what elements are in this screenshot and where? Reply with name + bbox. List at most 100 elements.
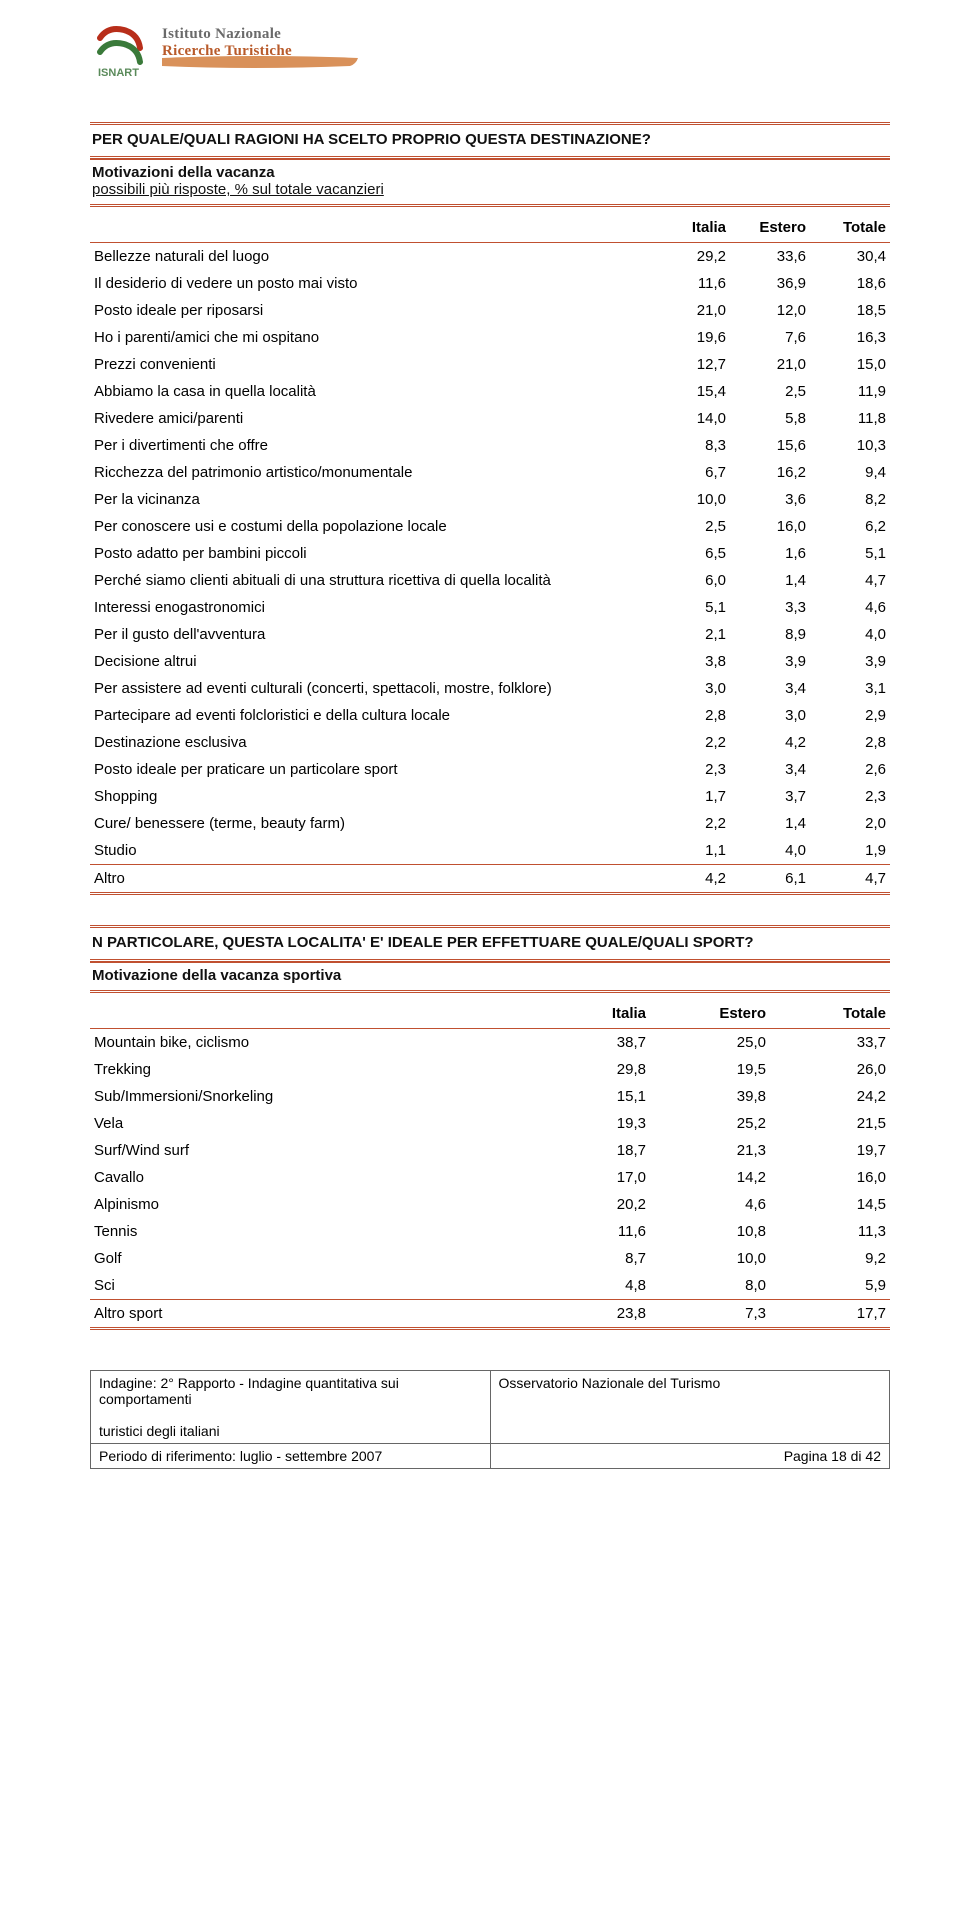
row-label: Perché siamo clienti abituali di una str… (90, 567, 650, 594)
row-value: 10,0 (650, 486, 730, 513)
row-value: 3,9 (810, 648, 890, 675)
row-value: 5,1 (810, 540, 890, 567)
row-value: 17,0 (530, 1164, 650, 1191)
row-label: Shopping (90, 783, 650, 810)
row-value: 3,1 (810, 675, 890, 702)
table1-subtitle-bold: Motivazioni della vacanza (92, 164, 275, 181)
row-value: 25,0 (650, 1029, 770, 1057)
table-row: Interessi enogastronomici5,13,34,6 (90, 594, 890, 621)
table-row: Sci4,88,05,9 (90, 1272, 890, 1300)
row-value: 2,5 (650, 513, 730, 540)
row-value: 29,2 (650, 243, 730, 271)
row-value: 2,3 (810, 783, 890, 810)
row-value: 1,9 (810, 837, 890, 865)
row-value: 3,6 (730, 486, 810, 513)
logo-block: ISNART Istituto Nazionale Ricerche Turis… (90, 20, 890, 82)
row-value: 23,8 (530, 1300, 650, 1329)
row-value: 1,4 (730, 810, 810, 837)
row-value: 9,2 (770, 1245, 890, 1272)
table-row: Ricchezza del patrimonio artistico/monum… (90, 459, 890, 486)
row-value: 4,6 (650, 1191, 770, 1218)
footer-pagina: Pagina 18 di 42 (490, 1444, 890, 1468)
table-row: Prezzi convenienti12,721,015,0 (90, 351, 890, 378)
row-value: 16,3 (810, 324, 890, 351)
row-label: Altro (90, 865, 650, 894)
row-value: 8,2 (810, 486, 890, 513)
row-value: 19,7 (770, 1137, 890, 1164)
row-value: 15,4 (650, 378, 730, 405)
row-value: 33,6 (730, 243, 810, 271)
table2-col-italia: Italia (530, 999, 650, 1029)
row-label: Ho i parenti/amici che mi ospitano (90, 324, 650, 351)
row-label: Rivedere amici/parenti (90, 405, 650, 432)
table-row: Rivedere amici/parenti14,05,811,8 (90, 405, 890, 432)
row-label: Per i divertimenti che offre (90, 432, 650, 459)
row-label: Per assistere ad eventi culturali (conce… (90, 675, 650, 702)
row-value: 6,7 (650, 459, 730, 486)
table1-col-italia: Italia (650, 213, 730, 243)
table-row: Decisione altrui3,83,93,9 (90, 648, 890, 675)
row-value: 4,2 (650, 865, 730, 894)
row-value: 2,2 (650, 729, 730, 756)
row-label: Studio (90, 837, 650, 865)
row-value: 8,0 (650, 1272, 770, 1300)
row-value: 8,3 (650, 432, 730, 459)
row-value: 1,7 (650, 783, 730, 810)
row-value: 10,3 (810, 432, 890, 459)
logo-swoosh-icon (162, 54, 362, 72)
row-label: Trekking (90, 1056, 530, 1083)
row-value: 6,0 (650, 567, 730, 594)
table-row: Ho i parenti/amici che mi ospitano19,67,… (90, 324, 890, 351)
row-value: 12,0 (730, 297, 810, 324)
row-value: 2,5 (730, 378, 810, 405)
row-value: 11,3 (770, 1218, 890, 1245)
row-value: 11,8 (810, 405, 890, 432)
row-value: 16,0 (770, 1164, 890, 1191)
row-value: 3,9 (730, 648, 810, 675)
row-value: 16,0 (730, 513, 810, 540)
row-value: 17,7 (770, 1300, 890, 1329)
row-value: 21,0 (730, 351, 810, 378)
row-value: 3,0 (650, 675, 730, 702)
row-value: 6,5 (650, 540, 730, 567)
row-label: Surf/Wind surf (90, 1137, 530, 1164)
row-value: 1,1 (650, 837, 730, 865)
table1-subtitle-block: Motivazioni della vacanza possibili più … (90, 159, 890, 207)
row-value: 5,9 (770, 1272, 890, 1300)
row-value: 3,3 (730, 594, 810, 621)
row-value: 10,0 (650, 1245, 770, 1272)
row-value: 29,8 (530, 1056, 650, 1083)
row-label: Cure/ benessere (terme, beauty farm) (90, 810, 650, 837)
row-label: Abbiamo la casa in quella località (90, 378, 650, 405)
table-row: Per conoscere usi e costumi della popola… (90, 513, 890, 540)
row-value: 7,6 (730, 324, 810, 351)
row-label: Partecipare ad eventi folcloristici e de… (90, 702, 650, 729)
table-row: Studio1,14,01,9 (90, 837, 890, 865)
row-label: Tennis (90, 1218, 530, 1245)
table2: Italia Estero Totale Mountain bike, cicl… (90, 999, 890, 1330)
row-value: 7,3 (650, 1300, 770, 1329)
row-value: 6,1 (730, 865, 810, 894)
row-value: 30,4 (810, 243, 890, 271)
row-value: 36,9 (730, 270, 810, 297)
table-row: Cavallo17,014,216,0 (90, 1164, 890, 1191)
isnart-text: ISNART (98, 67, 139, 79)
row-value: 33,7 (770, 1029, 890, 1057)
row-label: Mountain bike, ciclismo (90, 1029, 530, 1057)
row-value: 3,8 (650, 648, 730, 675)
row-value: 4,0 (810, 621, 890, 648)
row-value: 5,8 (730, 405, 810, 432)
table-row: Bellezze naturali del luogo29,233,630,4 (90, 243, 890, 271)
table-row: Destinazione esclusiva2,24,22,8 (90, 729, 890, 756)
row-value: 2,1 (650, 621, 730, 648)
row-value: 21,3 (650, 1137, 770, 1164)
table1-title: PER QUALE/QUALI RAGIONI HA SCELTO PROPRI… (92, 131, 888, 148)
row-value: 1,4 (730, 567, 810, 594)
row-label: Altro sport (90, 1300, 530, 1329)
table2-subtitle-block: Motivazione della vacanza sportiva (90, 962, 890, 993)
row-value: 16,2 (730, 459, 810, 486)
row-value: 4,7 (810, 567, 890, 594)
table-row: Mountain bike, ciclismo38,725,033,7 (90, 1029, 890, 1057)
table1-col-totale: Totale (810, 213, 890, 243)
row-value: 26,0 (770, 1056, 890, 1083)
